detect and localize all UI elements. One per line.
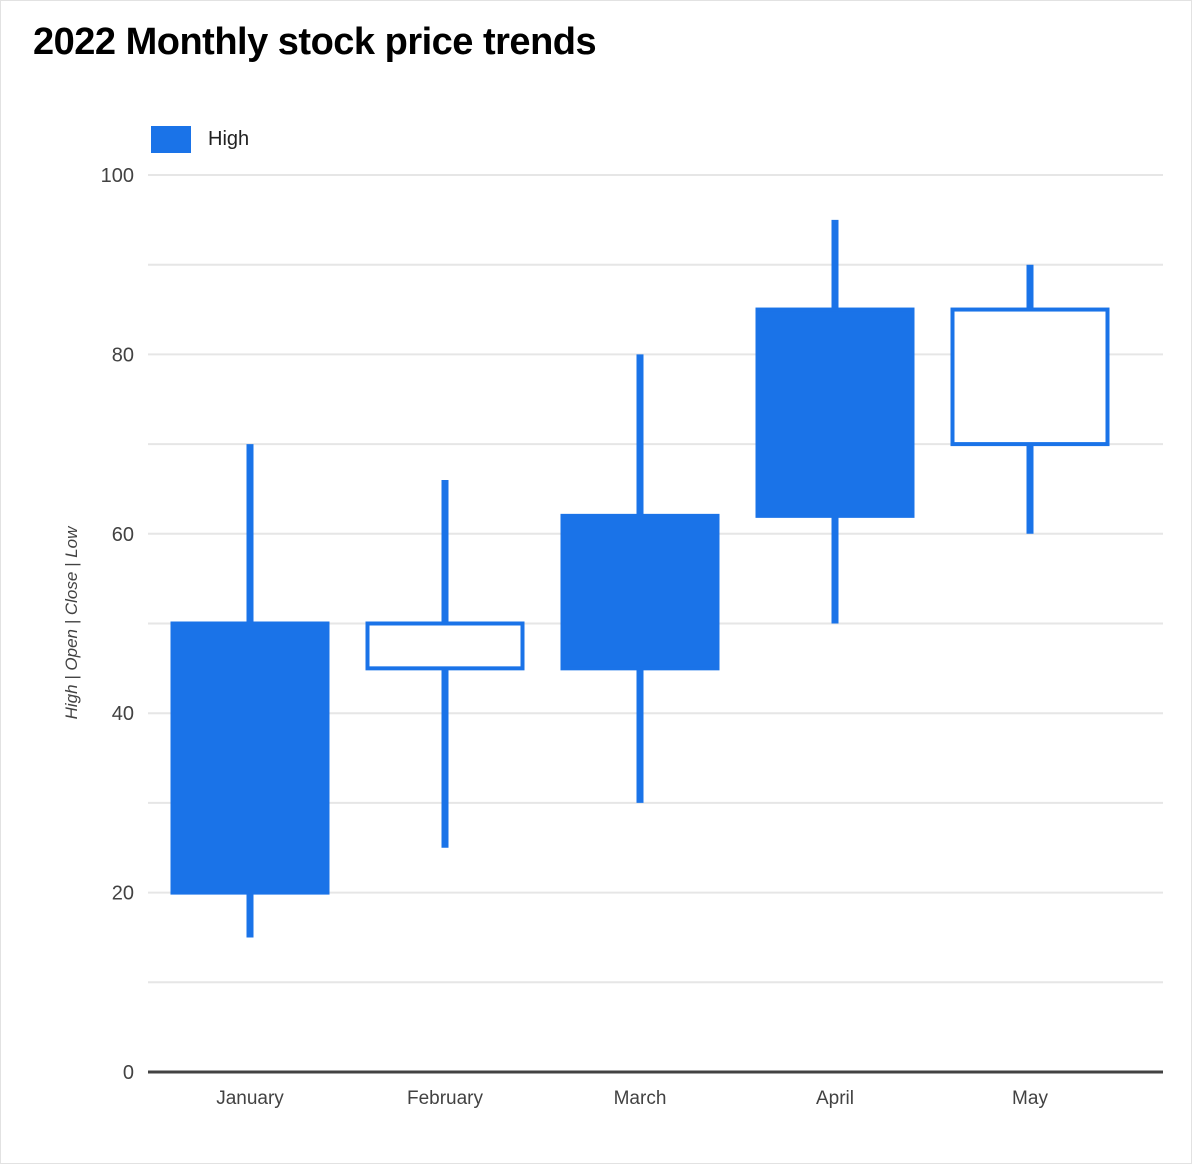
legend-label-high: High [208,128,250,150]
candle-body-february [365,621,525,671]
candle-body-may [950,307,1110,447]
x-axis-label-march: March [614,1088,667,1109]
legend-swatch-high [151,126,191,153]
legend: High [151,126,249,153]
candle-body-march [560,513,720,671]
candle-body-january [170,621,330,895]
y-tick-label-60: 60 [112,524,134,546]
y-tick-label-0: 0 [123,1062,134,1084]
chart-title: 2022 Monthly stock price trends [33,21,597,63]
x-axis-label-april: April [816,1088,854,1109]
x-axis-label-may: May [1012,1088,1048,1109]
y-tick-label-80: 80 [112,344,134,366]
y-tick-label-40: 40 [112,703,134,725]
y-tick-label-100: 100 [101,165,134,187]
candle-body-april [755,307,915,518]
x-axis-label-january: January [216,1088,284,1109]
x-axis-label-february: February [407,1088,484,1109]
y-tick-label-20: 20 [112,883,134,905]
